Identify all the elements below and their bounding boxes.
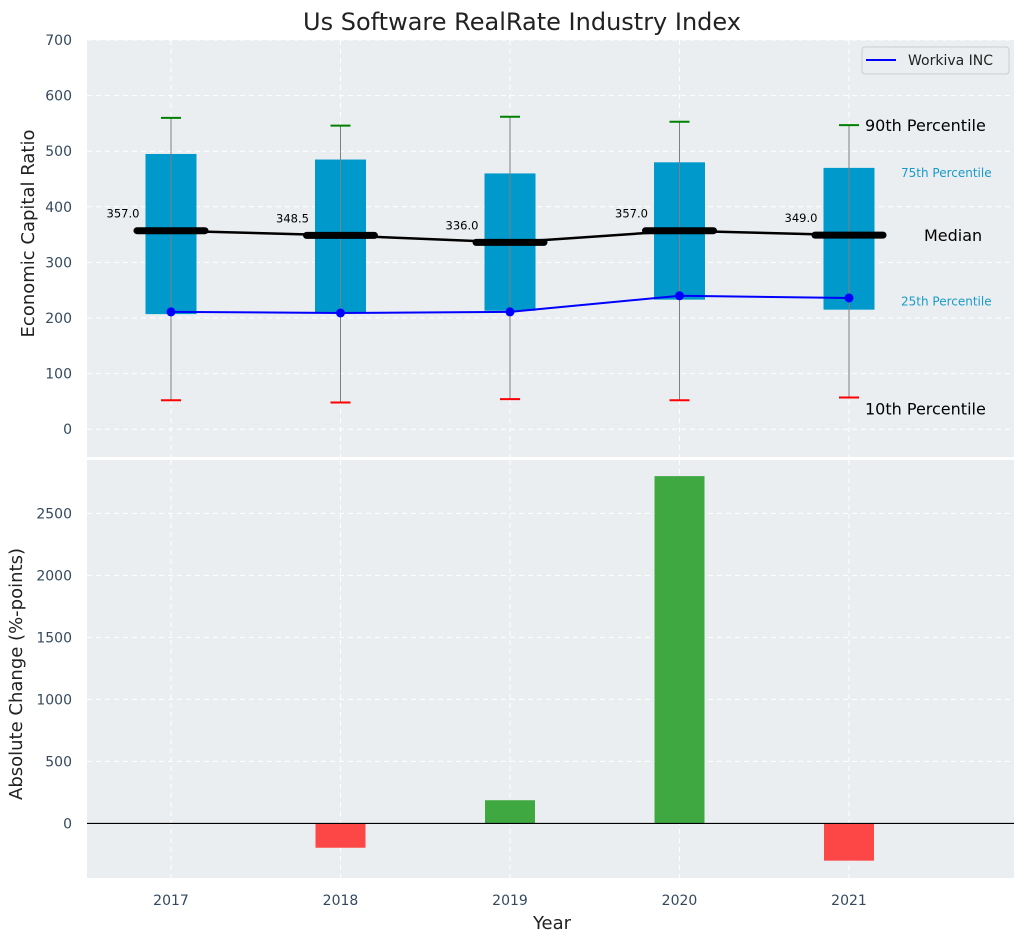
bottom-y-tick-labels: 0 500 1000 1500 2000 2500 <box>36 506 72 832</box>
top-y-tick-label: 200 <box>45 311 72 327</box>
change-bar-positive <box>485 800 535 824</box>
workiva-point <box>844 293 854 303</box>
x-tick-label: 2020 <box>662 893 698 909</box>
top-plot-background <box>87 40 1014 457</box>
change-bar-positive <box>654 476 705 824</box>
top-y-tick-label: 0 <box>63 422 72 438</box>
annotation-90th-percentile: 90th Percentile <box>865 116 986 135</box>
bottom-marks <box>87 476 1014 861</box>
x-tick-label: 2017 <box>153 893 189 909</box>
bottom-y-tick-label: 500 <box>45 754 72 770</box>
workiva-point <box>166 307 176 317</box>
x-tick-label: 2019 <box>492 893 528 909</box>
top-y-tick-label: 400 <box>45 200 72 216</box>
bottom-gridlines <box>87 460 1014 878</box>
median-value-label: 357.0 <box>107 207 140 221</box>
bottom-y-tick-label: 2500 <box>36 506 72 522</box>
bottom-y-tick-label: 1500 <box>36 630 72 646</box>
bottom-plot-background <box>87 460 1014 878</box>
chart-title: Us Software RealRate Industry Index <box>303 8 741 36</box>
x-tick-labels: 2017 2018 2019 2020 2021 <box>153 893 867 909</box>
median-value-label: 348.5 <box>276 211 309 225</box>
annotation-10th-percentile: 10th Percentile <box>865 400 986 419</box>
top-y-tick-label: 600 <box>45 89 72 105</box>
top-y-axis-label: Economic Capital Ratio <box>18 130 39 338</box>
bottom-y-tick-label: 1000 <box>36 692 72 708</box>
annotation-75th-percentile: 75th Percentile <box>901 166 992 180</box>
legend-frame <box>861 46 1010 75</box>
median-value-label: 336.0 <box>446 218 479 232</box>
change-bar-negative <box>315 823 366 848</box>
median-value-label: 357.0 <box>615 207 648 221</box>
x-tick-label: 2018 <box>323 893 359 909</box>
top-marks: 357.0 348.5 336.0 357.0 349.0 <box>107 115 887 404</box>
workiva-point <box>336 308 345 318</box>
annotation-25th-percentile: 25th Percentile <box>901 295 992 309</box>
top-annotations: 90th Percentile 75th Percentile Median 25th… <box>865 116 992 418</box>
workiva-point <box>675 291 684 301</box>
top-y-tick-label: 700 <box>45 33 72 49</box>
top-y-tick-label: 100 <box>45 367 72 383</box>
legend[interactable]: Workiva INC <box>861 46 1010 75</box>
top-y-tick-label: 500 <box>45 144 72 160</box>
top-y-tick-label: 300 <box>45 255 72 271</box>
change-bar-negative <box>824 823 874 861</box>
bottom-panel: 0 500 1000 1500 2000 2500 2017 2018 2019 2020 202… <box>6 460 1014 934</box>
bottom-y-tick-label: 2000 <box>36 568 72 584</box>
workiva-point <box>505 307 515 317</box>
annotation-median: Median <box>924 226 982 245</box>
legend-label-workiva: Workiva INC <box>908 53 993 69</box>
x-axis-label: Year <box>532 913 572 934</box>
bottom-y-tick-label: 0 <box>63 816 72 832</box>
x-tick-label: 2021 <box>831 893 867 909</box>
median-value-label: 349.0 <box>785 211 818 225</box>
top-y-tick-labels: 0 100 200 300 400 500 600 700 <box>45 33 72 438</box>
bottom-y-axis-label: Absolute Change (%-points) <box>6 548 27 800</box>
